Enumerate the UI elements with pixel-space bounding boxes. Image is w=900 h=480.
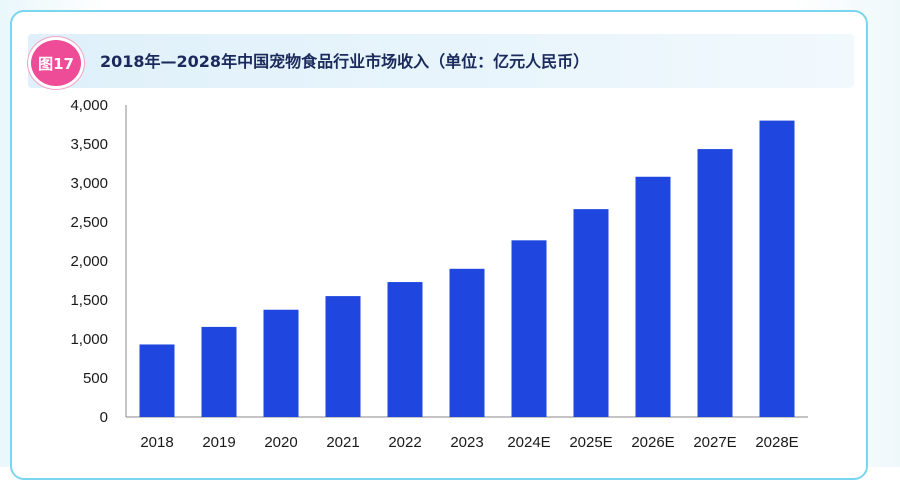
bar-2028E (759, 120, 795, 417)
bar-2025E (573, 209, 609, 417)
y-tick-label: 0 (100, 409, 108, 426)
bar-2023 (449, 268, 485, 417)
bar-2027E (697, 149, 733, 417)
x-tick-label: 2023 (450, 434, 483, 451)
bar-2019 (201, 326, 237, 417)
x-tick-label: 2028E (755, 434, 798, 451)
bar-chart: 0 500 1,000 1,500 2,000 2,500 3,000 3,500 4,000 2… (70, 97, 808, 451)
bar-2024E (511, 240, 547, 417)
title-bar (28, 34, 854, 88)
x-tick-label: 2025E (569, 434, 612, 451)
x-tick-label: 2022 (388, 434, 421, 451)
x-tick-label: 2021 (326, 434, 359, 451)
x-tick-label: 2019 (202, 434, 235, 451)
x-tick-label: 2024E (507, 434, 550, 451)
y-tick-label: 2,500 (70, 214, 108, 231)
y-tick-label: 1,000 (70, 331, 108, 348)
y-tick-label: 4,000 (70, 97, 108, 114)
y-tick-label: 2,000 (70, 253, 108, 270)
y-tick-label: 1,500 (70, 292, 108, 309)
bar-2018 (139, 344, 175, 417)
x-tick-label: 2020 (264, 434, 297, 451)
y-tick-label: 3,500 (70, 136, 108, 153)
x-tick-label: 2018 (140, 434, 173, 451)
chart-title: 2018年—2028年中国宠物食品行业市场收入（单位：亿元人民币） (100, 52, 590, 71)
x-tick-label: 2026E (631, 434, 674, 451)
bar-2026E (635, 176, 671, 417)
figure-badge: 图17 (28, 37, 84, 89)
bar-2020 (263, 309, 299, 417)
bar-2021 (325, 296, 361, 417)
y-tick-label: 3,000 (70, 175, 108, 192)
y-tick-label: 500 (83, 370, 108, 387)
bar-2022 (387, 282, 423, 417)
x-tick-label: 2027E (693, 434, 736, 451)
